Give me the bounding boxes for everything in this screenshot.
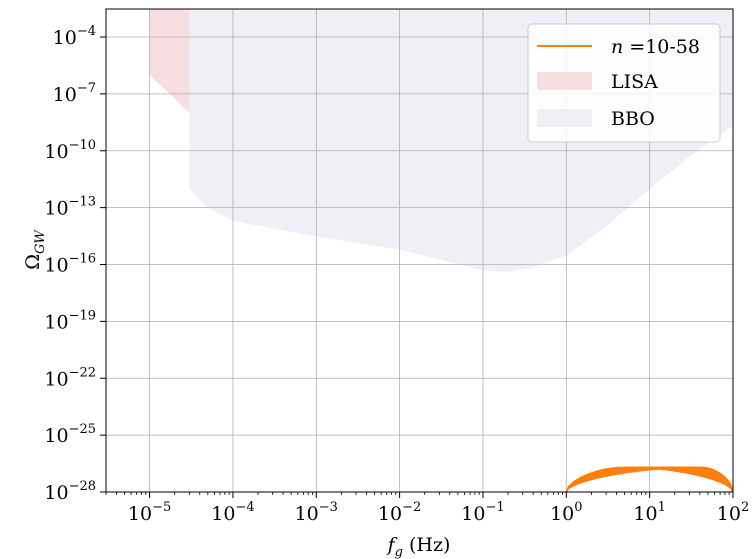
x-tick-label: 10−2 <box>378 500 421 525</box>
y-tick-label: 10−22 <box>44 365 96 390</box>
x-tick-label: 101 <box>633 500 665 525</box>
y-tick-labels: 10−4 10−7 10−10 10−13 10−16 10−19 10−22 10−25 10… <box>44 24 96 504</box>
x-tick-label: 10−1 <box>461 500 504 525</box>
spectrum-curves <box>565 466 733 492</box>
y-tick-label: 10−16 <box>44 252 96 277</box>
y-tick-label: 10−28 <box>44 479 96 504</box>
axis-ticks <box>100 36 734 498</box>
y-tick-label: 10−4 <box>53 24 96 49</box>
spectrum-curve <box>565 466 733 492</box>
x-tick-label: 100 <box>550 500 582 525</box>
x-tick-label: 10−3 <box>295 500 338 525</box>
legend-patch-bbo <box>537 109 592 127</box>
legend-label-series: n =10-58 <box>611 36 700 58</box>
legend-label-lisa: LISA <box>611 71 658 93</box>
legend-label-bbo: BBO <box>611 108 655 130</box>
y-tick-label: 10−7 <box>53 81 96 106</box>
y-tick-label: 10−25 <box>44 422 96 447</box>
x-tick-label: 10−4 <box>211 500 254 525</box>
legend: n =10-58 LISA BBO <box>527 23 721 143</box>
x-tick-label: 102 <box>717 500 749 525</box>
x-axis-title: fg (Hz) <box>386 534 451 559</box>
plot-frame <box>105 8 734 493</box>
legend-patch-lisa <box>537 72 592 90</box>
x-tick-labels: 10−5 10−4 10−3 10−2 10−1 100 101 102 <box>128 500 749 525</box>
y-tick-label: 10−19 <box>44 308 96 333</box>
y-tick-label: 10−13 <box>44 195 96 220</box>
x-tick-label: 10−5 <box>128 500 171 525</box>
y-tick-label: 10−10 <box>44 138 96 163</box>
